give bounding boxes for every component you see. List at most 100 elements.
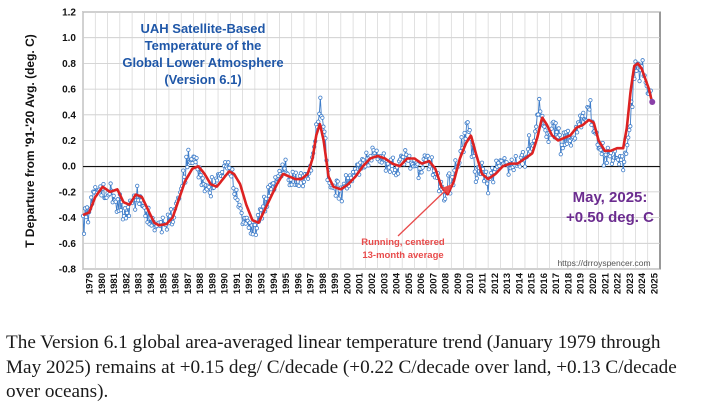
monthly-point xyxy=(581,110,586,115)
chart-title-line-2: Temperature of the xyxy=(145,38,262,53)
monthly-point xyxy=(403,148,408,153)
monthly-point xyxy=(133,207,138,212)
y-tick-label: 0.8 xyxy=(62,59,76,70)
monthly-point xyxy=(258,207,264,213)
monthly-point xyxy=(554,129,559,135)
monthly-point xyxy=(335,179,340,184)
x-tick-label: 1992 xyxy=(244,273,255,294)
monthly-point xyxy=(387,169,393,174)
monthly-point xyxy=(537,96,542,102)
monthly-point xyxy=(167,213,173,219)
chart-caption: The Version 6.1 global area-averaged lin… xyxy=(6,332,677,402)
x-tick-label: 1998 xyxy=(318,273,329,294)
monthly-point xyxy=(170,219,176,225)
monthly-point xyxy=(511,167,516,173)
monthly-point xyxy=(253,232,258,238)
grid-lines xyxy=(82,11,660,270)
x-tick-label: 1983 xyxy=(134,273,145,294)
monthly-point xyxy=(415,162,420,167)
monthly-point xyxy=(401,154,406,160)
monthly-point xyxy=(181,168,186,173)
monthly-point xyxy=(622,159,627,165)
y-tick-label: -0.8 xyxy=(59,265,77,276)
x-tick-label: 2007 xyxy=(428,273,439,294)
monthly-point xyxy=(229,174,234,179)
monthly-point xyxy=(447,171,452,176)
x-tick-label: 1988 xyxy=(195,273,206,294)
latest-value-line-2: +0.50 deg. C xyxy=(566,209,654,226)
monthly-point xyxy=(502,156,507,161)
monthly-point xyxy=(543,128,548,133)
monthly-point xyxy=(575,130,580,135)
y-tick-label: 0.0 xyxy=(62,162,76,173)
monthly-point xyxy=(509,157,514,162)
monthly-point xyxy=(564,141,570,146)
monthly-point xyxy=(214,178,220,183)
x-tick-label: 2009 xyxy=(453,273,464,294)
monthly-point xyxy=(472,169,477,174)
x-tick-label: 2002 xyxy=(367,273,378,294)
monthly-point xyxy=(86,220,91,225)
temperature-chart: -0.8 -0.6 -0.4 -0.2 0.0 0.2 0.4 0.6 0.8 1.0 1.2 19… xyxy=(23,8,661,294)
monthly-point xyxy=(200,176,205,181)
y-tick-label: 0.2 xyxy=(62,136,76,147)
monthly-point xyxy=(193,160,198,165)
monthly-point xyxy=(143,213,148,219)
x-tick-label: 2020 xyxy=(588,273,599,294)
monthly-point xyxy=(182,174,187,179)
x-tick-label: 1987 xyxy=(183,273,194,294)
monthly-point xyxy=(609,161,615,166)
y-axis-ticks: -0.8 -0.6 -0.4 -0.2 0.0 0.2 0.4 0.6 0.8 1.0 1.2 xyxy=(59,8,77,276)
monthly-point xyxy=(234,187,239,192)
latest-value-line-1: May, 2025: xyxy=(573,189,648,206)
x-tick-label: 1979 xyxy=(85,273,96,294)
monthly-point xyxy=(118,208,123,213)
monthly-point xyxy=(556,126,561,131)
x-tick-label: 1981 xyxy=(109,272,120,294)
monthly-point xyxy=(637,79,642,84)
x-tick-label: 1989 xyxy=(207,273,218,294)
monthly-point xyxy=(459,135,464,140)
monthly-point xyxy=(640,58,645,63)
monthly-point xyxy=(557,132,562,138)
monthly-point xyxy=(321,124,326,129)
monthly-point xyxy=(483,169,489,174)
monthly-point xyxy=(628,124,633,129)
monthly-point xyxy=(81,231,87,236)
monthly-point xyxy=(358,160,363,165)
x-tick-label: 2015 xyxy=(527,272,538,294)
monthly-point xyxy=(123,216,129,221)
monthly-point xyxy=(280,162,285,167)
monthly-point xyxy=(429,155,434,160)
monthly-point xyxy=(587,107,592,112)
monthly-point xyxy=(293,170,298,175)
monthly-point xyxy=(298,171,304,176)
monthly-point xyxy=(479,160,485,165)
monthly-point xyxy=(108,181,113,186)
monthly-point xyxy=(619,157,624,162)
monthly-point xyxy=(381,151,386,156)
monthly-point xyxy=(220,169,225,175)
monthly-point xyxy=(453,158,458,163)
monthly-point xyxy=(419,170,424,175)
monthly-point xyxy=(467,128,472,133)
monthly-point xyxy=(604,160,609,165)
monthly-point xyxy=(605,145,610,150)
monthly-point xyxy=(336,196,341,201)
x-tick-label: 2004 xyxy=(392,272,403,294)
monthly-point xyxy=(538,109,543,114)
x-tick-label: 2019 xyxy=(576,273,587,294)
monthly-point xyxy=(621,168,626,173)
monthly-point xyxy=(208,194,213,199)
monthly-point xyxy=(481,179,487,184)
x-tick-label: 2022 xyxy=(613,273,624,294)
x-tick-label: 2005 xyxy=(404,272,415,294)
monthly-point xyxy=(232,191,237,197)
monthly-point xyxy=(184,154,189,159)
monthly-point xyxy=(546,139,551,144)
monthly-point xyxy=(379,160,384,165)
monthly-point xyxy=(137,201,142,206)
monthly-point xyxy=(243,221,248,226)
monthly-point xyxy=(252,222,257,228)
monthly-point xyxy=(526,133,532,138)
